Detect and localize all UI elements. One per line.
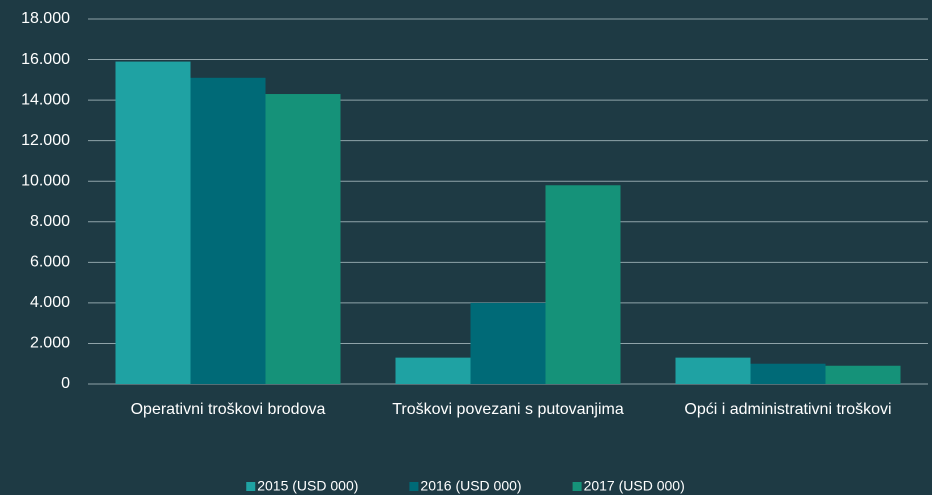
bar [115,61,191,384]
bar [470,302,546,384]
bar [750,363,826,384]
y-tick-label: 10.000 [21,172,70,189]
bar [265,94,341,385]
y-tick-label: 14.000 [21,91,70,108]
y-tick-label: 0 [61,375,70,392]
y-tick-label: 16.000 [21,51,70,68]
bar [545,185,621,384]
y-tick-label: 12.000 [21,132,70,149]
y-tick-label: 8.000 [30,213,70,230]
legend-swatch [409,482,419,491]
y-tick-label: 4.000 [30,294,70,311]
legend-label: 2017 (USD 000) [584,478,685,494]
legend-label: 2015 (USD 000) [257,478,358,494]
x-tick-label: Opći i administrativni troškovi [684,401,891,418]
x-tick-label: Troškovi povezani s putovanjima [392,401,624,418]
legend-label: 2016 (USD 000) [420,478,521,494]
bar [395,357,471,384]
bar [825,365,901,384]
legend-swatch [246,482,256,491]
y-tick-label: 18.000 [21,10,70,27]
legend-swatch [572,482,582,491]
y-tick-label: 2.000 [30,335,70,352]
x-tick-label: Operativni troškovi brodova [131,401,326,418]
bar [675,357,751,384]
y-tick-label: 6.000 [30,254,70,271]
bar [190,77,266,385]
